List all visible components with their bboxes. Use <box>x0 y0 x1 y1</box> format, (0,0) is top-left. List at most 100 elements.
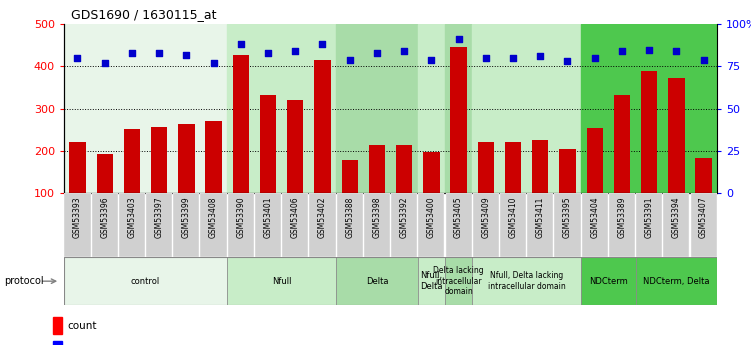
FancyBboxPatch shape <box>527 193 553 257</box>
FancyBboxPatch shape <box>554 193 581 257</box>
Text: GSM53405: GSM53405 <box>454 196 463 238</box>
Text: Delta lacking
intracellular
domain: Delta lacking intracellular domain <box>433 266 484 296</box>
Bar <box>227 24 336 193</box>
Text: GSM53399: GSM53399 <box>182 196 191 238</box>
Text: Nfull,
Delta: Nfull, Delta <box>420 272 442 291</box>
Bar <box>96 154 113 193</box>
Point <box>289 48 301 54</box>
Bar <box>314 60 330 193</box>
FancyBboxPatch shape <box>146 193 172 257</box>
Point <box>534 53 546 59</box>
Text: protocol: protocol <box>4 276 44 286</box>
Point <box>344 57 356 62</box>
Text: GDS1690 / 1630115_at: GDS1690 / 1630115_at <box>71 8 217 21</box>
FancyBboxPatch shape <box>309 193 336 257</box>
Text: GSM53410: GSM53410 <box>508 196 517 238</box>
Bar <box>635 24 717 193</box>
Text: GSM53389: GSM53389 <box>617 196 626 238</box>
FancyBboxPatch shape <box>92 193 118 257</box>
Text: GSM53404: GSM53404 <box>590 196 599 238</box>
Point <box>126 50 138 56</box>
FancyBboxPatch shape <box>228 193 254 257</box>
Point <box>98 60 110 66</box>
Bar <box>260 95 276 193</box>
FancyBboxPatch shape <box>418 257 445 305</box>
FancyBboxPatch shape <box>663 193 689 257</box>
FancyBboxPatch shape <box>282 193 309 257</box>
Point <box>453 37 465 42</box>
Bar <box>206 121 222 193</box>
Text: GSM53393: GSM53393 <box>73 196 82 238</box>
Bar <box>396 145 412 193</box>
Text: NDCterm: NDCterm <box>589 277 628 286</box>
FancyBboxPatch shape <box>336 193 363 257</box>
Bar <box>641 71 657 193</box>
Point <box>398 48 410 54</box>
Point <box>262 50 274 56</box>
Point <box>207 60 219 66</box>
Point <box>616 48 628 54</box>
FancyBboxPatch shape <box>472 193 499 257</box>
FancyBboxPatch shape <box>227 257 336 305</box>
Bar <box>668 78 684 193</box>
FancyBboxPatch shape <box>363 193 390 257</box>
Point <box>316 42 328 47</box>
Text: GSM53408: GSM53408 <box>209 196 218 238</box>
Text: Nfull, Delta lacking
intracellular domain: Nfull, Delta lacking intracellular domai… <box>487 272 566 291</box>
Point <box>507 55 519 61</box>
Bar <box>53 317 62 334</box>
FancyBboxPatch shape <box>391 193 418 257</box>
Text: Nfull: Nfull <box>272 277 291 286</box>
Text: GSM53409: GSM53409 <box>481 196 490 238</box>
Bar <box>69 142 86 193</box>
Bar <box>336 24 418 193</box>
Point <box>671 48 683 54</box>
Bar <box>124 129 140 193</box>
FancyBboxPatch shape <box>635 257 717 305</box>
FancyBboxPatch shape <box>201 193 227 257</box>
Text: GSM53391: GSM53391 <box>644 196 653 238</box>
Bar <box>587 128 603 193</box>
Bar <box>581 24 635 193</box>
Bar <box>233 55 249 193</box>
Point <box>562 59 574 64</box>
Text: GSM53401: GSM53401 <box>264 196 273 238</box>
Point <box>153 50 165 56</box>
FancyBboxPatch shape <box>581 193 608 257</box>
Text: GSM53397: GSM53397 <box>155 196 164 238</box>
Text: GSM53400: GSM53400 <box>427 196 436 238</box>
Bar <box>151 127 167 193</box>
Point <box>425 57 437 62</box>
Text: NDCterm, Delta: NDCterm, Delta <box>643 277 710 286</box>
Text: GSM53403: GSM53403 <box>128 196 137 238</box>
Point <box>643 47 655 52</box>
FancyBboxPatch shape <box>636 193 662 257</box>
Bar <box>287 100 303 193</box>
Bar <box>178 124 195 193</box>
Bar <box>559 149 575 193</box>
Bar <box>53 341 62 345</box>
FancyBboxPatch shape <box>255 193 281 257</box>
Text: count: count <box>68 321 97 331</box>
Bar <box>445 24 472 193</box>
Point <box>71 55 83 61</box>
Bar <box>478 142 494 193</box>
Text: GSM53395: GSM53395 <box>563 196 572 238</box>
Bar <box>614 95 630 193</box>
FancyBboxPatch shape <box>472 257 581 305</box>
Text: GSM53390: GSM53390 <box>237 196 246 238</box>
Point <box>480 55 492 61</box>
Text: GSM53388: GSM53388 <box>345 196 354 238</box>
Point <box>180 52 192 57</box>
Bar <box>369 146 385 193</box>
Bar <box>64 24 227 193</box>
Point <box>698 57 710 62</box>
Text: GSM53396: GSM53396 <box>100 196 109 238</box>
Point <box>371 50 383 56</box>
FancyBboxPatch shape <box>173 193 200 257</box>
Text: GSM53394: GSM53394 <box>672 196 681 238</box>
Text: GSM53398: GSM53398 <box>372 196 382 238</box>
FancyBboxPatch shape <box>445 257 472 305</box>
Text: GSM53406: GSM53406 <box>291 196 300 238</box>
FancyBboxPatch shape <box>64 257 227 305</box>
